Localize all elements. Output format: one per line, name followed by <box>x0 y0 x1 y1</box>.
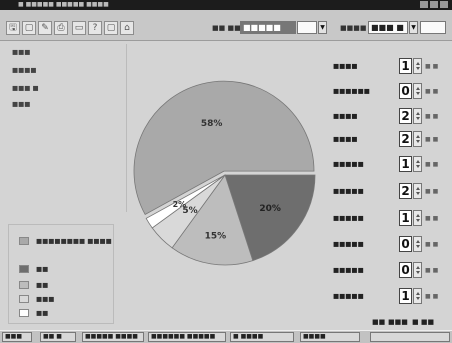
setting-unit: ■ ■ <box>425 63 438 70</box>
legend-swatch <box>19 265 29 273</box>
taskbar: ■■■ ■■ ■ ■■■■■ ■■■■ ■■■■■■ ■■■■■ ■ ■■■■ … <box>0 330 452 343</box>
window-title: ■ ■■■■■ ■■■■■ ■■■■ <box>18 1 109 8</box>
home-icon[interactable]: ⌂ <box>120 21 134 35</box>
date-select[interactable]: ■■■■■ <box>240 21 296 34</box>
setting-unit: ■ ■ <box>425 293 438 300</box>
setting-unit: ■ ■ <box>425 113 438 120</box>
setting-label: ■■■■■ <box>333 160 364 168</box>
print-icon[interactable]: ⎙ <box>54 21 68 35</box>
spinner-icon[interactable] <box>413 288 422 304</box>
setting-value-input[interactable]: 0 <box>399 236 412 252</box>
spinner-icon[interactable] <box>413 156 422 172</box>
taskbar-item[interactable]: ■■ ■ <box>40 332 76 342</box>
setting-label: ■■■■ <box>333 112 358 120</box>
setting-value-input[interactable]: 2 <box>399 131 412 147</box>
pie-slice <box>134 81 314 214</box>
pie-slice <box>152 175 225 248</box>
save-icon[interactable]: 🖫 <box>6 21 20 35</box>
list-item[interactable]: ■■■ <box>12 48 30 56</box>
legend-swatch <box>19 295 29 303</box>
setting-unit: ■ ■ <box>425 161 438 168</box>
pie-slice <box>225 175 315 261</box>
taskbar-item[interactable]: ■ ■■■■ <box>230 332 294 342</box>
title-bar: ■ ■■■■■ ■■■■■ ■■■■ <box>0 0 452 10</box>
help-icon[interactable]: ? <box>88 21 102 35</box>
edit-icon[interactable]: ✎ <box>38 21 52 35</box>
frame-icon[interactable]: ▢ <box>104 21 118 35</box>
setting-unit: ■ ■ <box>425 215 438 222</box>
legend-label: ■■■ <box>36 295 54 303</box>
setting-unit: ■ ■ <box>425 188 438 195</box>
setting-label: ■■■■■ <box>333 266 364 274</box>
prev-button[interactable]: ■■■ <box>388 316 408 328</box>
pie-slice-label: 2% <box>173 200 187 209</box>
setting-label: ■■■■■ <box>333 240 364 248</box>
spinner-icon[interactable] <box>413 262 422 278</box>
legend-swatch <box>19 281 29 289</box>
system-tray <box>370 332 450 342</box>
spinner-icon[interactable] <box>413 236 422 252</box>
chevron-down-icon[interactable]: ▼ <box>318 21 327 34</box>
pie-slice-label: 15% <box>205 231 227 241</box>
pie-slice <box>146 175 225 228</box>
legend-label: ■■ <box>36 265 48 273</box>
chevron-down-icon[interactable]: ▼ <box>409 21 418 34</box>
minimize-button[interactable] <box>420 1 428 8</box>
setting-label: ■■■■■ <box>333 187 364 195</box>
spinner-icon[interactable] <box>413 183 422 199</box>
pie-slice-label: 20% <box>259 204 281 214</box>
setting-value-input[interactable]: 1 <box>399 156 412 172</box>
maximize-button[interactable] <box>430 1 438 8</box>
legend-label: ■■ <box>36 281 48 289</box>
panel-divider <box>126 44 127 212</box>
spinner-icon[interactable] <box>413 83 422 99</box>
setting-value-input[interactable]: 1 <box>399 58 412 74</box>
close-button[interactable] <box>440 1 448 8</box>
start-button[interactable]: ■■■ <box>2 332 32 342</box>
spinner-icon[interactable] <box>413 108 422 124</box>
legend-label: ■■ <box>36 309 48 317</box>
setting-unit: ■ ■ <box>425 136 438 143</box>
date-select-extra[interactable] <box>297 21 317 34</box>
setting-label: ■■■■■■ <box>333 87 370 95</box>
setting-value-input[interactable]: 2 <box>399 183 412 199</box>
list-item[interactable]: ■■■ ■ <box>12 84 39 92</box>
window-icon[interactable]: ▭ <box>72 21 86 35</box>
setting-label: ■■■■■ <box>333 292 364 300</box>
legend-label: ■■■■■■■■ ■■■■ <box>36 237 112 245</box>
taskbar-item[interactable]: ■■■■■■ ■■■■■ <box>148 332 226 342</box>
spinner-icon[interactable] <box>413 58 422 74</box>
taskbar-item[interactable]: ■■■■■ ■■■■ <box>82 332 144 342</box>
new-icon[interactable]: ▢ <box>22 21 36 35</box>
legend-swatch <box>19 309 29 317</box>
setting-value-input[interactable]: 1 <box>399 210 412 226</box>
top-button[interactable]: ■■ <box>372 316 385 328</box>
date-label: ■■ ■■ <box>212 24 241 32</box>
pie-slice <box>172 175 253 265</box>
setting-label: ■■■■ <box>333 62 358 70</box>
setting-value-input[interactable]: 0 <box>399 83 412 99</box>
toolbar: 🖫 ▢ ✎ ⎙ ▭ ? ▢ ⌂ ■■ ■■ ■■■■■ ▼ ■■■■ ■ ■■■… <box>0 10 452 41</box>
setting-label: ■■■■ <box>333 135 358 143</box>
spinner-icon[interactable] <box>413 210 422 226</box>
setting-label: ■■■■■ <box>333 214 364 222</box>
pie-slice-label: 58% <box>201 119 223 129</box>
taskbar-item[interactable]: ■■■■ <box>300 332 360 342</box>
print-select[interactable]: ■■■ ■ <box>368 21 408 34</box>
list-item[interactable]: ■■■ <box>12 100 30 108</box>
chart-legend: ■■■■■■■■ ■■■■ ■■ ■■ ■■■ ■■ <box>8 224 114 324</box>
setting-value-input[interactable]: 1 <box>399 288 412 304</box>
print-select-extra[interactable] <box>420 21 446 34</box>
setting-value-input[interactable]: 0 <box>399 262 412 278</box>
setting-unit: ■ ■ <box>425 241 438 248</box>
pie-slice-label: 5% <box>182 206 197 216</box>
setting-unit: ■ ■ <box>425 267 438 274</box>
spinner-icon[interactable] <box>413 131 422 147</box>
next-button[interactable]: ■ ■■ <box>412 316 434 328</box>
list-item[interactable]: ■■■■ <box>12 66 37 74</box>
setting-value-input[interactable]: 2 <box>399 108 412 124</box>
legend-swatch <box>19 237 29 245</box>
setting-unit: ■ ■ <box>425 88 438 95</box>
